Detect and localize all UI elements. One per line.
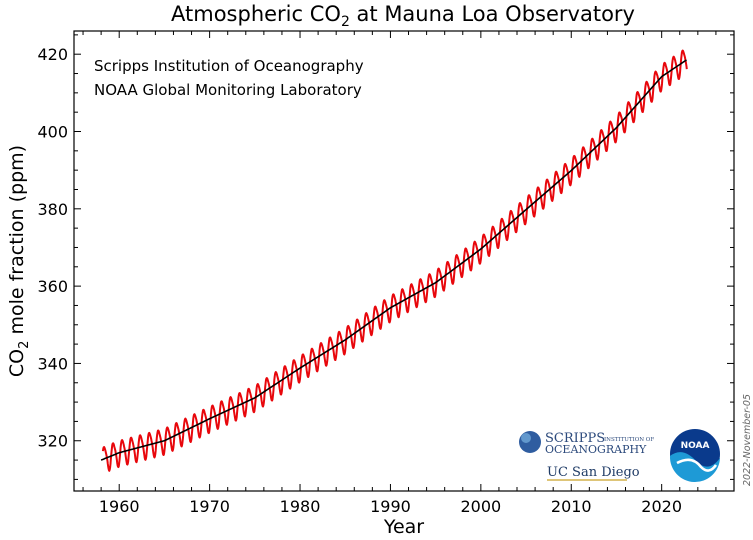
x-axis-label: Year [383, 516, 424, 538]
x-tick-label: 1980 [280, 497, 321, 516]
date-stamp: 2022-November-05 [742, 394, 753, 486]
plot-frame [73, 30, 735, 492]
noaa-logo: NOAA [669, 429, 720, 483]
x-tick-label: 1970 [189, 497, 230, 516]
ucsd-logo: UC San Diego [547, 465, 640, 481]
series-monthly-co2-line [101, 49, 688, 472]
x-tick-label: 2000 [460, 497, 501, 516]
y-tick-label: 320 [37, 432, 68, 451]
y-tick-label: 380 [37, 200, 68, 219]
x-tick-label: 1960 [99, 497, 140, 516]
y-tick-label: 340 [37, 354, 68, 373]
x-tick-label: 2010 [551, 497, 592, 516]
series-trend-line [100, 59, 687, 461]
scripps-logo-text: SCRIPPS [545, 431, 605, 446]
y-axis-label: CO2 mole fraction (ppm) [6, 145, 32, 377]
y-tick-label: 400 [37, 123, 68, 142]
chart-title: Atmospheric CO2 at Mauna Loa Observatory [171, 2, 635, 30]
credit-scripps: Scripps Institution of Oceanography [94, 57, 364, 75]
credit-noaa: NOAA Global Monitoring Laboratory [94, 81, 362, 99]
scripps-globe-icon [519, 431, 541, 453]
noaa-logo-text: NOAA [681, 441, 710, 451]
x-tick-label: 1990 [370, 497, 411, 516]
x-tick-label: 2020 [641, 497, 682, 516]
scripps-logo-small-text: INSTITUTION OF [604, 437, 654, 443]
y-tick-label: 420 [37, 45, 68, 64]
y-tick-label: 360 [37, 277, 68, 296]
scripps-logo: SCRIPPS INSTITUTION OF OCEANOGRAPHY [519, 431, 654, 456]
ucsd-logo-text: UC San Diego [547, 465, 640, 480]
axis-ticks: 1960 1970 1980 1990 2000 2010 2020 320 340 360 380… [37, 31, 734, 516]
scripps-logo-subtext: OCEANOGRAPHY [545, 443, 647, 456]
